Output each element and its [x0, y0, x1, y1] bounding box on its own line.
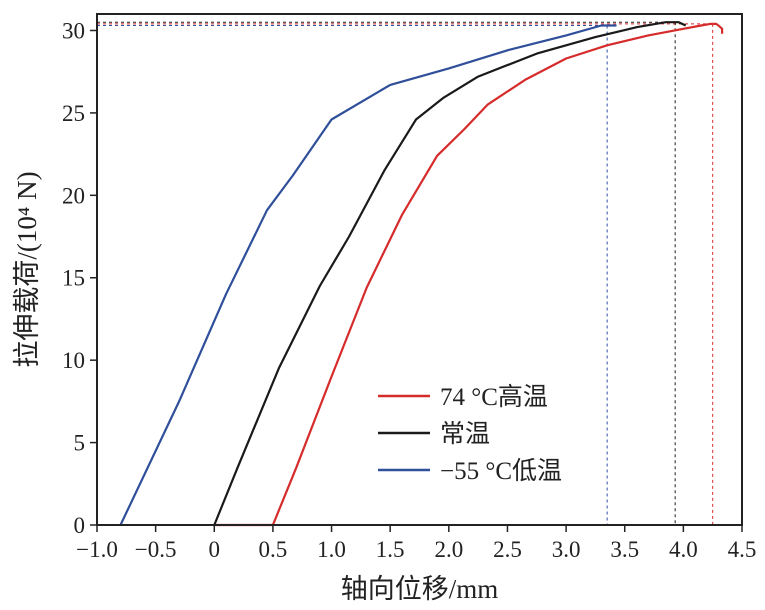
- y-axis-ticks: 0 5 10 15 20 25 30: [62, 18, 97, 538]
- y-tick-label: 10: [62, 348, 85, 373]
- legend-label-2: −55 °C低温: [440, 457, 562, 485]
- y-axis-label: 拉伸载荷/(10⁴ N): [12, 171, 42, 367]
- series-line-2: [119, 24, 617, 526]
- y-tick-label: 15: [62, 266, 85, 291]
- legend-label-0: 74 °C高温: [440, 383, 548, 411]
- peak-reference-lines: [97, 21, 714, 525]
- x-tick-label: 4.0: [669, 537, 698, 562]
- x-tick-label: 4.5: [728, 537, 757, 562]
- series-line-1: [213, 21, 687, 526]
- x-tick-label: 1.0: [317, 537, 346, 562]
- x-tick-label: −1.0: [76, 537, 118, 562]
- series-lines: [119, 21, 724, 527]
- plot-frame: [96, 13, 743, 526]
- x-tick-label: 1.5: [376, 537, 405, 562]
- x-tick-label: 2.0: [434, 537, 463, 562]
- y-tick-label: 5: [74, 431, 86, 456]
- series-line-0: [214, 22, 724, 527]
- y-tick-label: 0: [74, 513, 86, 538]
- y-tick-label: 20: [62, 183, 85, 208]
- y-tick-label: 25: [62, 101, 85, 126]
- x-axis-label: 轴向位移/mm: [341, 574, 499, 604]
- x-tick-label: 3.5: [610, 537, 639, 562]
- x-tick-label: 0: [209, 537, 221, 562]
- x-tick-label: −0.5: [135, 537, 177, 562]
- x-axis-ticks: −1.0 −0.5 0 0.5 1.0 1.5 2.0 2.5 3.0 3.5 4.0 4.5: [76, 525, 756, 562]
- x-tick-label: 2.5: [493, 537, 522, 562]
- y-tick-label: 30: [62, 18, 85, 43]
- x-tick-label: 3.0: [552, 537, 581, 562]
- legend-label-1: 常温: [440, 420, 490, 448]
- x-tick-label: 0.5: [259, 537, 288, 562]
